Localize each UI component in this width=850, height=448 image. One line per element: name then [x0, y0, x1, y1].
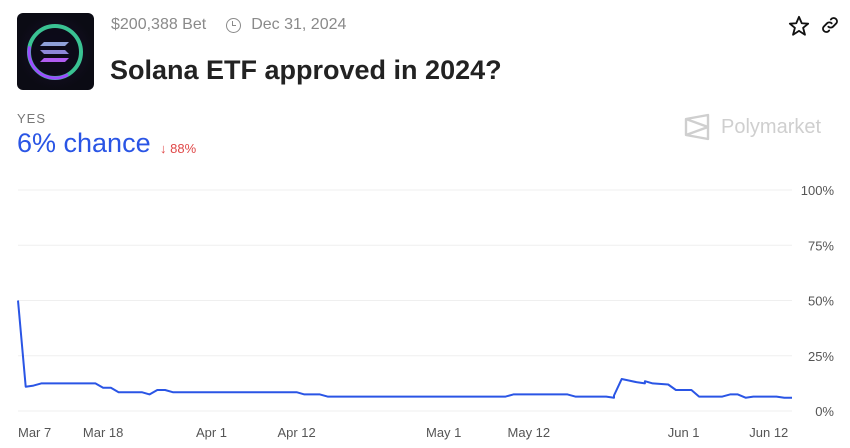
arrow-down-icon: ↓: [160, 141, 167, 156]
market-meta: $200,388 Bet Dec 31, 2024: [111, 16, 346, 34]
x-tick-label: Jun 12: [749, 425, 788, 440]
x-tick-label: Mar 18: [83, 425, 123, 440]
y-tick-label: 0%: [815, 404, 834, 419]
clock-icon: [226, 17, 242, 33]
series-line: [17, 300, 792, 399]
star-icon[interactable]: [788, 15, 810, 37]
market-title: Solana ETF approved in 2024?: [110, 55, 502, 85]
solana-logo-icon: [27, 24, 83, 80]
x-tick-label: May 1: [426, 425, 461, 440]
change-value: 88%: [170, 141, 197, 156]
x-tick-label: Apr 1: [196, 425, 227, 440]
x-tick-label: May 12: [508, 425, 551, 440]
brand-name: Polymarket: [721, 115, 822, 138]
y-tick-label: 50%: [808, 294, 834, 309]
chance-value: 6% chance: [17, 128, 151, 158]
end-date: Dec 31, 2024: [251, 16, 347, 33]
volume: $200,388 Bet: [111, 16, 207, 33]
polymarket-logo: Polymarket: [683, 113, 821, 141]
y-tick-label: 25%: [808, 349, 834, 364]
x-tick-label: Mar 7: [18, 425, 51, 440]
change-indicator: ↓ 88%: [160, 141, 196, 156]
link-icon[interactable]: [820, 15, 840, 35]
y-tick-label: 100%: [801, 183, 835, 198]
polymarket-icon: [684, 113, 710, 141]
outcome-label: YES: [17, 111, 47, 126]
y-tick-label: 75%: [808, 238, 834, 253]
x-tick-label: Apr 12: [277, 425, 315, 440]
x-tick-label: Jun 1: [668, 425, 700, 440]
market-thumbnail: [17, 13, 94, 90]
price-chart: 100% 75% 50% 25% 0% Mar 7 Mar 18 Apr 1 Apr 12 May…: [17, 183, 835, 440]
